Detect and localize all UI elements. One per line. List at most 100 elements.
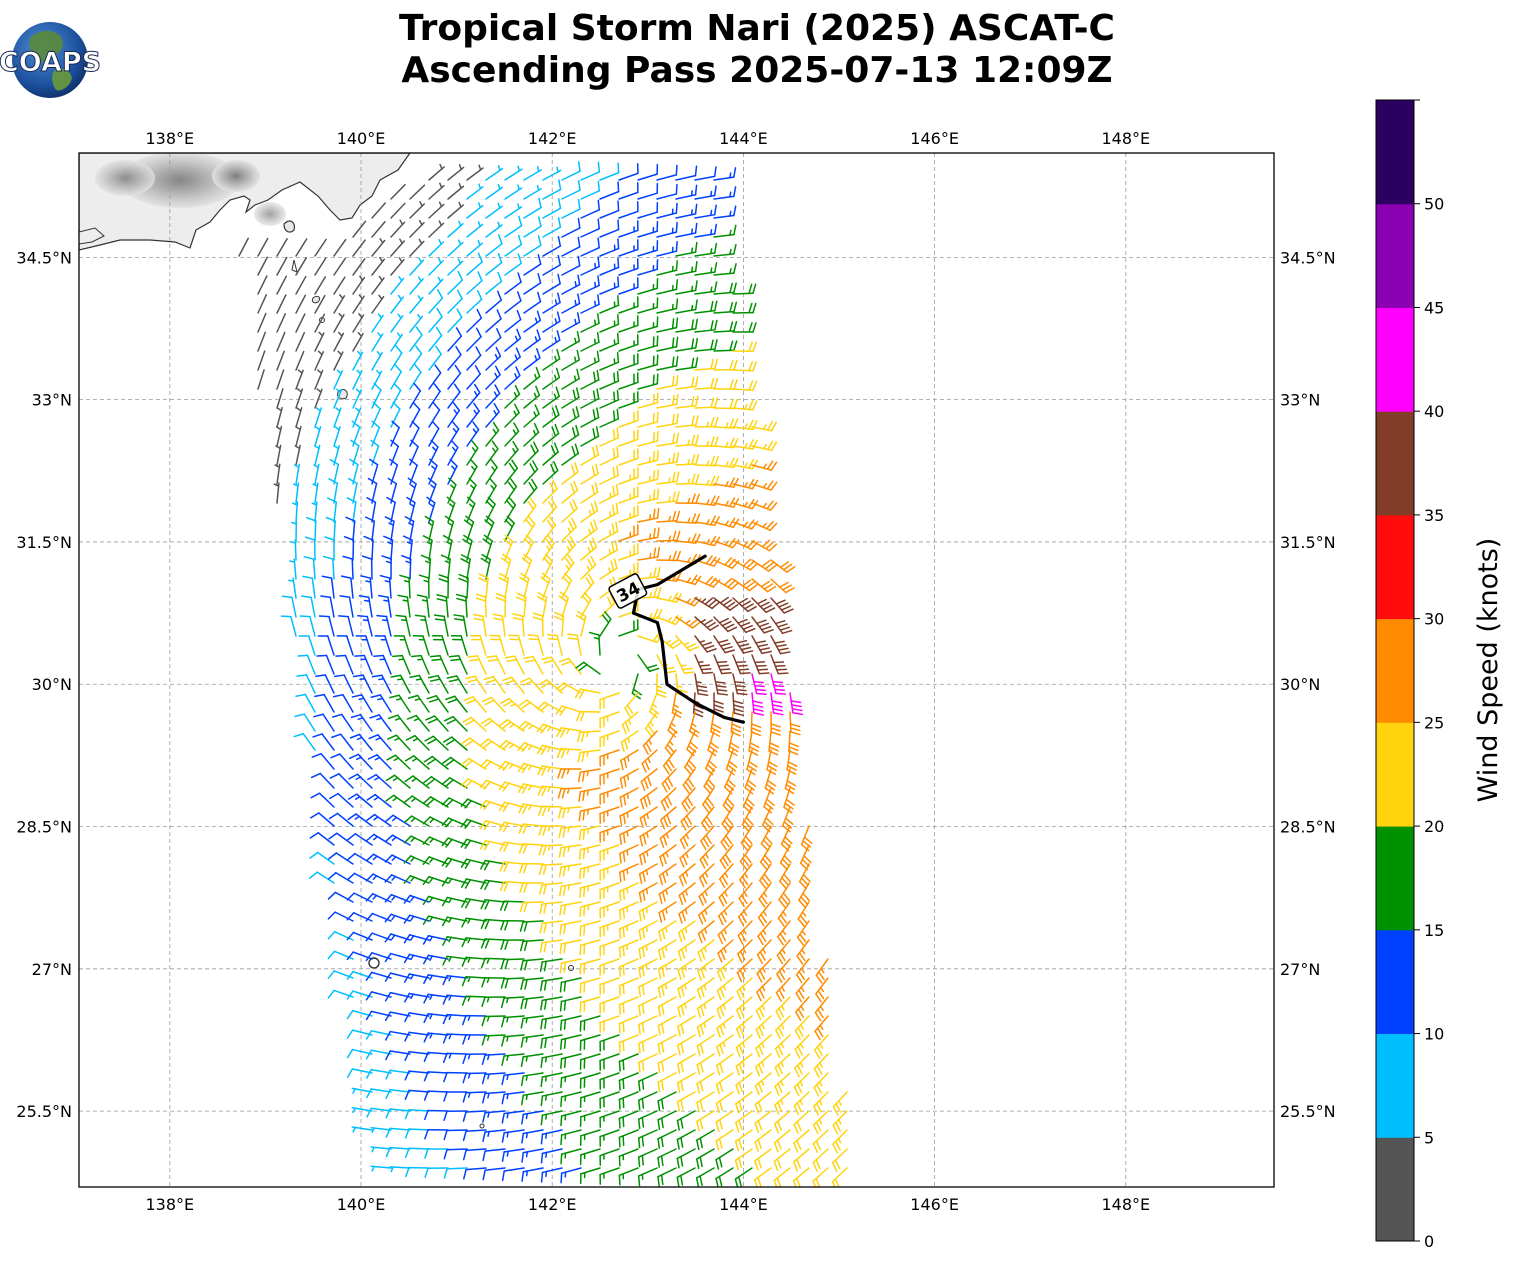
wind-barb-153 xyxy=(314,294,326,314)
wind-barb-251 xyxy=(694,358,718,371)
wind-barb-639 xyxy=(297,654,316,675)
wind-barb-1293 xyxy=(676,1148,696,1169)
wind-barb-12 xyxy=(656,164,678,181)
colorbar-bin-5-10 xyxy=(1376,1033,1414,1138)
wind-barb-205 xyxy=(314,331,325,352)
colorbar-bin-0-5 xyxy=(1376,1137,1414,1242)
wind-barb-1294 xyxy=(695,1148,715,1170)
wind-barb-1259 xyxy=(501,1129,525,1143)
wind-barb-671 xyxy=(446,675,468,694)
wind-barb-769 xyxy=(348,753,373,770)
wind-barb-844 xyxy=(347,813,373,827)
wind-barb-823 xyxy=(422,796,449,808)
wind-barb-1148 xyxy=(813,1034,829,1059)
wind-barb-283 xyxy=(333,388,343,409)
wind-barb-482 xyxy=(713,537,740,549)
wind-barb-46 xyxy=(599,200,620,219)
wind-barb-1072 xyxy=(815,977,829,1003)
wind-barb-81 xyxy=(390,238,405,257)
wind-barb-604 xyxy=(575,610,587,637)
wind-barb-1140 xyxy=(657,1034,677,1055)
wind-barb-57 xyxy=(428,220,445,238)
wind-barb-144 xyxy=(637,278,659,295)
wind-barb-1079 xyxy=(442,994,468,1005)
wind-barb-710 xyxy=(710,711,722,737)
wind-barb-296 xyxy=(580,388,600,409)
wind-barb-559 xyxy=(713,596,739,611)
wind-barb-1269 xyxy=(696,1129,715,1151)
wind-barb-280 xyxy=(276,388,284,409)
wind-barb-1168 xyxy=(715,1053,734,1076)
wind-barb-877 xyxy=(479,839,506,851)
wind-barb-64 xyxy=(561,217,581,238)
wind-barb-1085 xyxy=(559,996,582,1012)
wind-barb-475 xyxy=(580,519,598,542)
wind-barb-518 xyxy=(420,554,432,580)
wind-barb-41 xyxy=(504,203,523,219)
wind-barb-1087 xyxy=(599,996,620,1014)
wind-barb-408 xyxy=(751,480,778,491)
wind-barb-968 xyxy=(757,901,772,927)
wind-barb-1104 xyxy=(442,1013,468,1025)
wind-barb-69 xyxy=(656,221,678,238)
wind-barb-139 xyxy=(542,273,561,295)
wind-barb-932 xyxy=(539,882,563,895)
wind-barb-912 xyxy=(658,863,677,886)
wind-barb-287 xyxy=(409,382,422,409)
wind-barb-466 xyxy=(404,515,415,542)
wind-barb-797 xyxy=(404,775,430,789)
colorbar-tick-label-5: 25 xyxy=(1424,713,1444,732)
wind-barb-72 xyxy=(713,224,737,238)
wind-barb-1284 xyxy=(501,1148,525,1162)
wind-barb-120 xyxy=(656,260,678,276)
wind-barb-210 xyxy=(409,326,423,352)
wind-barb-651 xyxy=(523,655,544,675)
wind-barb-500 xyxy=(580,537,598,561)
wind-barb-1125 xyxy=(365,1030,392,1040)
wind-barb-36 xyxy=(409,201,425,219)
wind-barb-878 xyxy=(499,841,525,853)
wind-barb-310 xyxy=(371,401,381,428)
wind-barb-1007 xyxy=(539,939,563,953)
wind-barb-935 xyxy=(599,882,620,900)
wind-barb-226 xyxy=(713,340,738,352)
wind-barb-1163 xyxy=(618,1053,639,1072)
wind-barb-270 xyxy=(561,368,580,390)
wind-barb-747 xyxy=(405,734,430,751)
wind-barb-174 xyxy=(713,301,738,314)
wind-barb-239 xyxy=(466,346,482,371)
wind-barb-307 xyxy=(314,407,323,428)
wind-barb-359 xyxy=(314,444,321,466)
wind-barb-943 xyxy=(758,882,772,908)
wind-barb-649 xyxy=(486,655,506,675)
wind-barb-392 xyxy=(447,458,458,485)
wind-barb-811 xyxy=(681,787,696,813)
wind-barb-1302 xyxy=(370,1165,392,1172)
colorbar-tick-label-7: 35 xyxy=(1424,506,1444,525)
wind-barb-567 xyxy=(358,595,373,618)
wind-barb-1117 xyxy=(696,1015,715,1038)
wind-barb-98 xyxy=(713,243,737,257)
wind-barb-1164 xyxy=(638,1053,658,1073)
colorbar-bin-10-15 xyxy=(1376,929,1414,1035)
wind-barb-994 xyxy=(777,920,791,946)
wind-barb-1187 xyxy=(599,1072,620,1090)
wind-barb-799 xyxy=(441,777,468,789)
wind-barb-659 xyxy=(713,673,729,696)
wind-barb-1309 xyxy=(501,1167,525,1182)
wind-barb-1265 xyxy=(618,1129,639,1148)
wind-barb-503 xyxy=(637,546,661,561)
wind-barb-478 xyxy=(637,527,660,542)
wind-barb-1245 xyxy=(735,1110,753,1133)
wind-barb-471 xyxy=(504,515,515,542)
wind-barb-1190 xyxy=(657,1072,677,1093)
wind-barb-1133 xyxy=(520,1034,544,1048)
wind-barb-931 xyxy=(519,882,544,893)
wind-barb-227 xyxy=(732,341,757,353)
wind-barbs-layer xyxy=(238,161,848,1187)
wind-barb-456 xyxy=(694,515,720,527)
wind-barb-1095 xyxy=(755,996,772,1021)
wind-barb-171 xyxy=(656,298,679,314)
wind-barb-1128 xyxy=(423,1032,449,1043)
wind-barb-612 xyxy=(732,635,754,654)
